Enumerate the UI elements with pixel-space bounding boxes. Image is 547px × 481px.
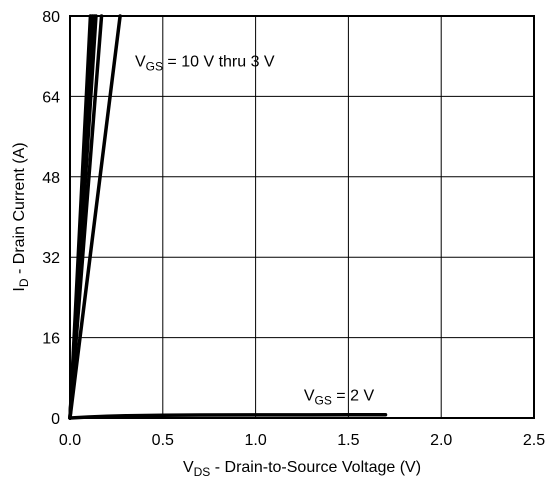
x-tick-label-2: 1.0	[244, 432, 266, 449]
curve-4	[68, 14, 104, 420]
x-tick-label-3: 1.5	[337, 432, 359, 449]
curve-5	[68, 14, 122, 420]
x-tick-label-1: 0.5	[152, 432, 174, 449]
grid	[69, 15, 535, 419]
y-tick-labels: 0 16 32 48 64 80	[42, 9, 60, 428]
x-tick-label-0: 0.0	[59, 432, 81, 449]
y-tick-label-2: 32	[42, 250, 60, 267]
plot-frame	[69, 15, 535, 419]
curves	[68, 14, 388, 420]
x-tick-label-4: 2.0	[430, 432, 452, 449]
x-tick-labels: 0.0 0.5 1.0 1.5 2.0 2.5	[59, 432, 545, 449]
y-tick-label-5: 80	[42, 9, 60, 26]
annotation-vgs-high: VGS = 10 V thru 3 V	[135, 53, 275, 73]
annotation-vgs-low: VGS = 2 V	[304, 387, 375, 407]
y-tick-label-3: 48	[42, 170, 60, 187]
y-tick-label-0: 0	[51, 411, 60, 428]
y-tick-label-4: 64	[42, 89, 60, 106]
x-axis-title: VDS - Drain-to-Source Voltage (V)	[183, 459, 421, 479]
y-tick-label-1: 16	[42, 331, 60, 348]
x-tick-label-5: 2.5	[523, 432, 545, 449]
y-axis-title: ID - Drain Current (A)	[11, 142, 31, 291]
